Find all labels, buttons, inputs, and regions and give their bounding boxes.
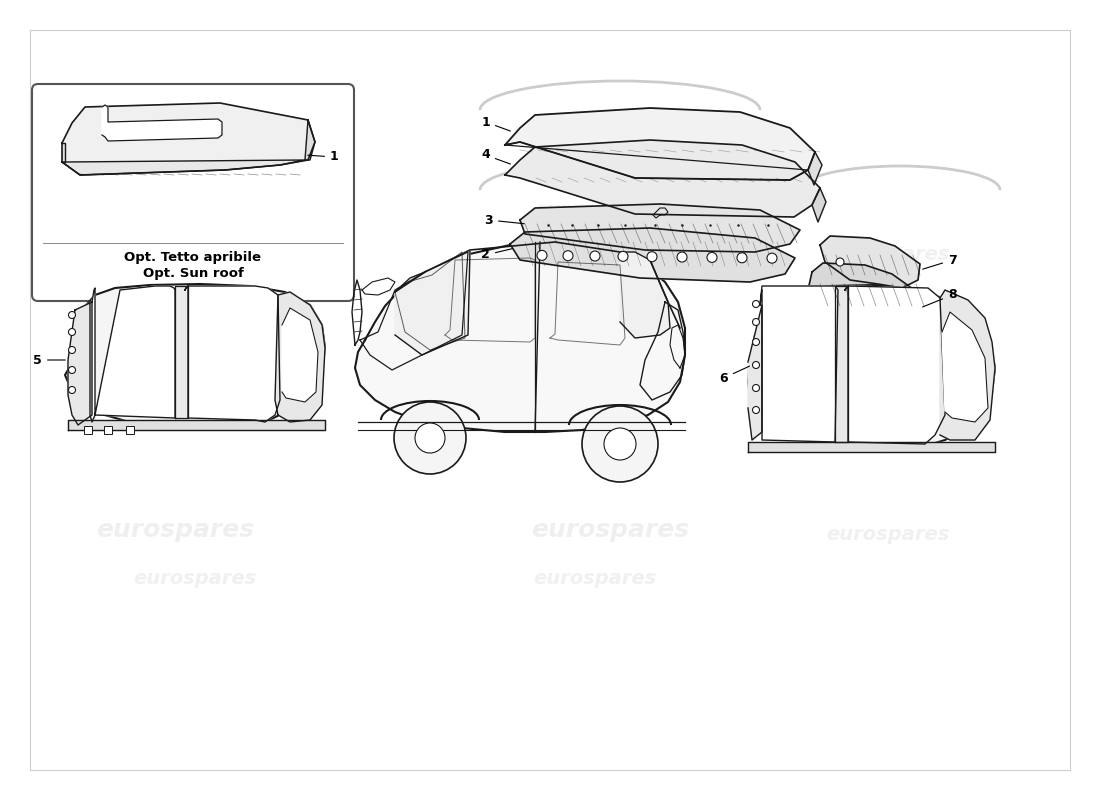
Polygon shape — [760, 286, 838, 442]
Polygon shape — [65, 284, 324, 430]
Circle shape — [647, 252, 657, 262]
Circle shape — [752, 301, 759, 307]
Polygon shape — [812, 188, 826, 222]
Polygon shape — [520, 204, 800, 252]
Polygon shape — [505, 108, 815, 180]
Polygon shape — [808, 263, 920, 319]
Circle shape — [415, 423, 446, 453]
Polygon shape — [185, 286, 280, 422]
Polygon shape — [748, 305, 762, 440]
Circle shape — [582, 406, 658, 482]
Circle shape — [68, 329, 76, 335]
Polygon shape — [620, 252, 670, 338]
Polygon shape — [835, 286, 848, 442]
Circle shape — [752, 385, 759, 391]
Circle shape — [752, 362, 759, 369]
Circle shape — [604, 428, 636, 460]
Text: 5: 5 — [33, 354, 65, 366]
Polygon shape — [62, 143, 65, 162]
Text: eurospares: eurospares — [534, 201, 657, 219]
Polygon shape — [90, 286, 175, 422]
Bar — [104, 426, 112, 434]
Polygon shape — [395, 250, 470, 355]
FancyBboxPatch shape — [32, 84, 354, 301]
Circle shape — [68, 311, 76, 318]
Text: Opt. Tetto apribile: Opt. Tetto apribile — [124, 250, 262, 263]
Polygon shape — [942, 312, 988, 422]
Circle shape — [676, 252, 688, 262]
Text: 4: 4 — [482, 149, 510, 164]
Polygon shape — [175, 286, 188, 418]
Text: 1: 1 — [308, 150, 339, 163]
Polygon shape — [275, 292, 324, 422]
Polygon shape — [62, 103, 315, 175]
Text: 7: 7 — [923, 254, 957, 269]
Polygon shape — [940, 290, 996, 440]
Text: eurospares: eurospares — [96, 223, 254, 247]
Bar — [126, 426, 134, 434]
Polygon shape — [282, 308, 318, 402]
Text: eurospares: eurospares — [133, 569, 256, 587]
Circle shape — [707, 253, 717, 262]
Circle shape — [836, 258, 844, 266]
Circle shape — [618, 251, 628, 262]
Text: eurospares: eurospares — [821, 368, 979, 392]
Circle shape — [752, 406, 759, 414]
Polygon shape — [355, 242, 685, 432]
Polygon shape — [305, 120, 315, 160]
Polygon shape — [68, 302, 92, 425]
Circle shape — [752, 338, 759, 346]
Polygon shape — [748, 285, 996, 452]
Text: 3: 3 — [484, 214, 525, 226]
Text: Opt. Sun roof: Opt. Sun roof — [143, 266, 243, 279]
Polygon shape — [748, 442, 996, 452]
Text: eurospares: eurospares — [531, 223, 689, 247]
Text: 6: 6 — [719, 366, 749, 385]
Circle shape — [68, 346, 76, 354]
Circle shape — [394, 402, 466, 474]
Circle shape — [68, 366, 76, 374]
Circle shape — [737, 253, 747, 262]
Text: eurospares: eurospares — [96, 518, 254, 542]
Text: 8: 8 — [923, 289, 957, 307]
Text: eurospares: eurospares — [826, 246, 949, 265]
Circle shape — [752, 318, 759, 326]
Circle shape — [563, 250, 573, 261]
Polygon shape — [808, 152, 822, 185]
Circle shape — [767, 253, 777, 263]
Text: 1: 1 — [482, 115, 510, 131]
Bar — [84, 426, 92, 434]
Polygon shape — [510, 228, 795, 282]
Polygon shape — [820, 236, 920, 288]
Polygon shape — [62, 160, 305, 175]
Polygon shape — [102, 105, 222, 141]
Text: eurospares: eurospares — [534, 569, 657, 587]
Polygon shape — [68, 420, 324, 430]
Circle shape — [68, 386, 76, 394]
Text: eurospares: eurospares — [531, 518, 689, 542]
Text: 2: 2 — [482, 249, 513, 262]
Text: eurospares: eurospares — [826, 526, 949, 545]
Polygon shape — [845, 286, 945, 444]
Polygon shape — [505, 140, 820, 217]
Circle shape — [537, 250, 547, 260]
Text: eurospares: eurospares — [133, 201, 256, 219]
Circle shape — [590, 251, 600, 261]
